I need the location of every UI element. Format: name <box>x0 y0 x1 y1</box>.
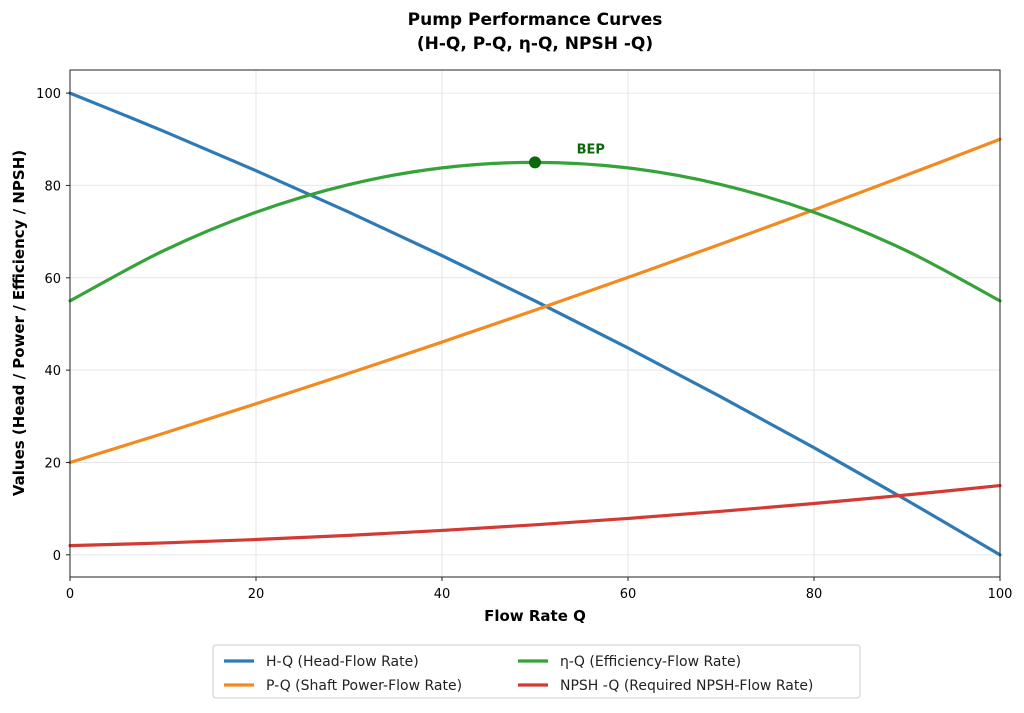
legend-label-1: P-Q (Shaft Power-Flow Rate) <box>266 678 462 694</box>
legend: H-Q (Head-Flow Rate) P-Q (Shaft Power-Flo… <box>212 644 861 699</box>
series-line-2 <box>68 160 1002 303</box>
grid <box>69 70 1001 577</box>
bep-label: BEP <box>577 142 605 157</box>
chart-title-line1: Pump Performance Curves <box>408 10 663 30</box>
annotations: BEP <box>529 142 605 169</box>
series-line-1 <box>68 137 1002 465</box>
legend-label-0: H-Q (Head-Flow Rate) <box>266 654 419 670</box>
x-tick-label: 40 <box>434 587 451 602</box>
plot-frame <box>69 69 1001 578</box>
series-line-3 <box>68 483 1002 548</box>
x-tick-label: 80 <box>806 587 823 602</box>
y-tick-label: 60 <box>44 272 61 287</box>
x-tick-label: 60 <box>620 587 637 602</box>
y-tick-label: 0 <box>53 549 61 564</box>
x-axis-label: Flow Rate Q <box>484 607 586 625</box>
legend-frame <box>212 644 861 699</box>
series-line-0 <box>68 91 1002 557</box>
bep-marker <box>529 156 541 169</box>
chart-title-line2: (H-Q, P-Q, η-Q, NPSH -Q) <box>417 34 653 54</box>
x-tick-label: 20 <box>248 587 265 602</box>
legend-label-2: η-Q (Efficiency-Flow Rate) <box>560 654 741 670</box>
y-axis-label: Values (Head / Power / Efficiency / NPSH… <box>10 150 28 496</box>
y-tick-label: 40 <box>44 364 61 379</box>
x-tick-label: 0 <box>66 587 74 602</box>
y-tick-label: 20 <box>44 456 61 471</box>
x-tick-label: 100 <box>988 587 1013 602</box>
ticks: 0 20 40 60 80 100 0 20 40 60 80 100 <box>36 87 1012 602</box>
y-tick-label: 100 <box>36 87 61 102</box>
y-tick-label: 80 <box>44 179 61 194</box>
legend-label-3: NPSH -Q (Required NPSH-Flow Rate) <box>560 678 813 694</box>
